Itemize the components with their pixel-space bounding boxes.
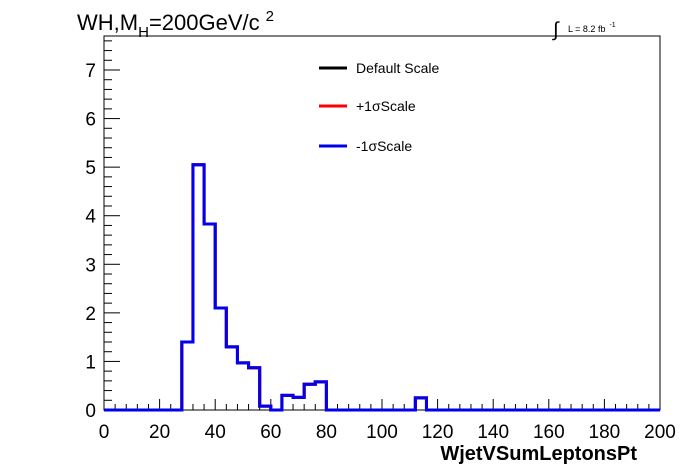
y-tick-label: 1 — [85, 352, 96, 373]
plot-title-superscript: 2 — [266, 8, 274, 25]
y-tick-label: 7 — [85, 61, 96, 82]
legend-label-plus1sigma: +1σScale — [356, 98, 416, 114]
x-tick-label: 20 — [149, 422, 170, 443]
x-tick-label: 100 — [366, 422, 398, 443]
legend: Default Scale +1σScale -1σScale — [319, 60, 439, 154]
y-tick-label: 4 — [85, 207, 96, 228]
y-tick-label: 5 — [85, 158, 96, 179]
y-tick-label: 3 — [85, 255, 96, 276]
lumi-integral-symbol: ∫ — [552, 19, 560, 41]
x-tick-label: 160 — [533, 422, 565, 443]
x-tick-label: 60 — [260, 422, 281, 443]
legend-entry-plus1sigma: +1σScale — [319, 98, 416, 114]
x-tick-label: 120 — [422, 422, 454, 443]
legend-entry-minus1sigma: -1σScale — [319, 138, 412, 154]
plot-frame — [103, 35, 661, 411]
x-tick-label: 80 — [316, 422, 337, 443]
series-line-2 — [104, 163, 660, 412]
lumi-label: L = 8.2 fb -1 — [568, 22, 616, 34]
plot-title-subscript: H — [138, 24, 149, 41]
x-tick-label: 40 — [205, 422, 226, 443]
x-axis-label: WjetVSumLeptonsPt — [440, 443, 637, 465]
plot-title-value: =200GeV/c — [149, 10, 260, 35]
legend-entry-default: Default Scale — [319, 60, 439, 76]
y-tick-label: 0 — [85, 401, 96, 422]
legend-label-minus1sigma: -1σScale — [356, 138, 412, 154]
series-line-1 — [104, 163, 660, 412]
plot-title: WH,MH=200GeV/c 2 — [77, 8, 274, 41]
lumi-superscript: -1 — [609, 22, 615, 29]
y-tick-label: 2 — [85, 304, 96, 325]
x-tick-label: 200 — [644, 422, 676, 443]
x-tick-label: 180 — [589, 422, 621, 443]
series-line-0 — [104, 163, 660, 412]
legend-label-default: Default Scale — [356, 60, 439, 76]
lumi-text: L = 8.2 fb — [568, 24, 605, 34]
y-tick-label: 6 — [85, 110, 96, 131]
x-tick-label: 0 — [99, 422, 110, 443]
x-tick-label: 140 — [477, 422, 509, 443]
plot-title-main: WH,M — [77, 10, 138, 35]
